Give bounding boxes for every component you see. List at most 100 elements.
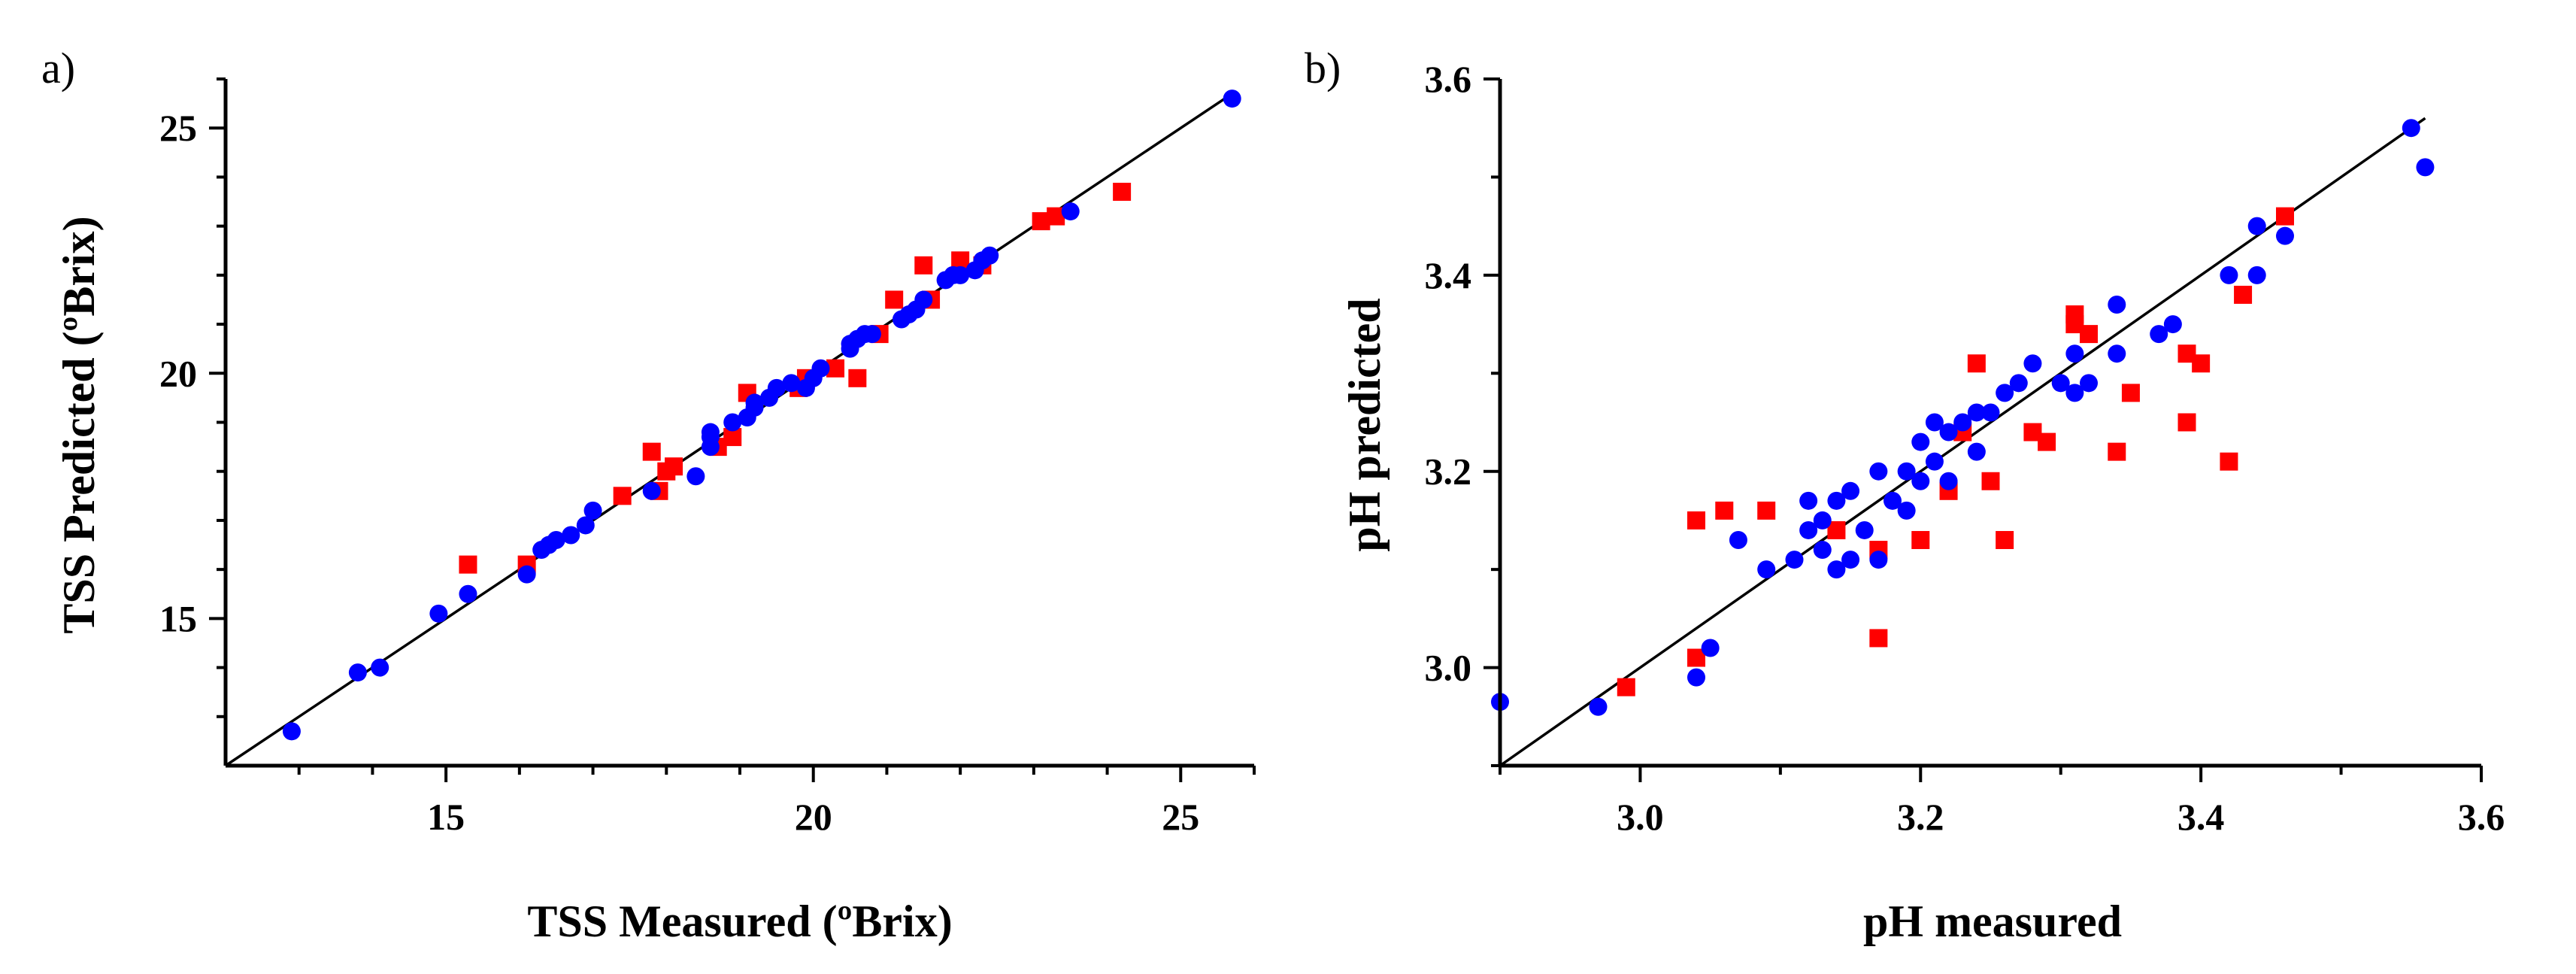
panel-b-calibration-point <box>1911 432 1930 451</box>
panel-a-validation-point <box>848 369 867 387</box>
panel-b-label: b) <box>1305 44 1341 93</box>
panel-a-calibration-point <box>980 246 999 265</box>
panel-b-validation-point <box>1687 511 1705 529</box>
panel-a-x-axis-title: TSS Measured (ºBrix) <box>527 897 952 946</box>
panel-a-calibration-point <box>547 531 565 550</box>
panel-b-y-tick-label: 3.0 <box>1425 647 1472 689</box>
panel-b-calibration-point <box>1827 491 1846 510</box>
panel-b-validation-point <box>1981 472 2000 490</box>
panel-a-y-tick-label: 20 <box>159 352 197 394</box>
panel-b-calibration-point <box>1589 697 1608 716</box>
panel-b-validation-point <box>2192 354 2211 373</box>
panel-a-validation-point <box>885 290 904 309</box>
panel-b-calibration-point <box>2247 217 2266 235</box>
panel-b-reference-line <box>1499 117 2426 767</box>
panel-b-validation-point <box>2080 325 2098 344</box>
panel-b-calibration-point <box>1855 520 1874 539</box>
panel-a-calibration-point <box>914 290 933 309</box>
panel-b-calibration-point <box>2065 384 2084 402</box>
panel-b-calibration-point <box>2065 344 2084 363</box>
panel-b-validation-point <box>2276 207 2294 226</box>
panel-a-calibration-point <box>371 658 389 677</box>
panel-a-calibration-point <box>562 526 580 545</box>
panel-b-validation-point <box>2038 432 2056 451</box>
panel-b-calibration-point <box>1953 413 1972 432</box>
panel-b-y-tick-label: 3.6 <box>1425 58 1472 100</box>
panel-b-y-axis-title: pH predicted <box>1340 298 1390 551</box>
panel-b-x-tick-label: 3.2 <box>1897 796 1944 838</box>
panel-b-validation-point <box>2177 413 2196 432</box>
panel-b-calibration-point <box>2220 265 2238 284</box>
panel-a-y-axis-title: TSS Predicted (ºBrix) <box>54 216 104 633</box>
panel-b-calibration-point <box>2276 226 2294 245</box>
panel-a-label: a) <box>41 44 75 93</box>
panel-b-calibration-point <box>1813 511 1832 529</box>
panel-b-plot-area <box>1491 117 2435 767</box>
panel-b-calibration-point <box>1925 452 1944 471</box>
panel-b-calibration-point <box>2402 119 2420 138</box>
panel-b-calibration-point <box>1813 541 1832 560</box>
panel-a-calibration-point <box>459 584 477 603</box>
panel-b-calibration-point <box>1996 384 2014 402</box>
panel-b-calibration-point <box>1897 462 1916 481</box>
panel-b-calibration-point <box>1967 442 1986 461</box>
panel-b-calibration-point <box>1757 560 1776 579</box>
panel-a-calibration-point <box>282 722 301 741</box>
panel-b-calibration-point <box>1869 551 1888 569</box>
panel-b-y-tick-label: 3.4 <box>1425 254 1472 296</box>
panel-b-calibration-point <box>1729 531 1747 550</box>
panel-b-calibration-point <box>1785 551 1804 569</box>
panel-a-validation-point <box>665 457 683 476</box>
panel-a-calibration-point <box>723 413 742 432</box>
panel-b-ticks: 3.0 3.2 3.4 3.6 3.0 3.2 3.4 3.6 <box>1425 58 2505 838</box>
panel-b-calibration-point <box>1799 520 1818 539</box>
panel-b-ph-chart: b) 3.0 3.2 3.4 3.63.03.23.43.6 pH measured … <box>1305 44 2505 946</box>
panel-a-calibration-point <box>517 565 536 584</box>
panel-b-calibration-point <box>2247 265 2266 284</box>
panel-b-calibration-point <box>1884 491 1902 510</box>
panel-a-calibration-point <box>348 663 367 682</box>
panel-a-calibration-point <box>811 359 830 378</box>
panel-b-calibration-point <box>2023 354 2042 373</box>
panel-b-calibration-point <box>2108 344 2126 363</box>
panel-b-validation-point <box>1967 354 1986 373</box>
panel-b-x-axis-title: pH measured <box>1863 897 2122 946</box>
panel-b-validation-point <box>2121 384 2140 402</box>
panel-b-calibration-point <box>2416 158 2435 177</box>
panel-b-calibration-point <box>2163 315 2182 334</box>
panel-b-calibration-point <box>1967 403 1986 422</box>
panel-b-calibration-point <box>1841 481 1860 500</box>
panel-b-calibration-point <box>1827 560 1846 579</box>
panel-b-validation-point <box>1715 501 1734 520</box>
panel-a-calibration-point <box>429 604 448 623</box>
panel-a-x-tick-label: 15 <box>427 796 465 838</box>
panel-a-plot-area <box>225 90 1241 767</box>
panel-b-calibration-point <box>2051 374 2070 393</box>
panel-b-validation-point <box>1617 678 1635 696</box>
panel-a-y-tick-label: 25 <box>159 107 197 149</box>
panel-b-x-tick-label: 3.4 <box>2177 796 2225 838</box>
panel-b-validation-point <box>1757 501 1776 520</box>
panel-a-calibration-point <box>576 516 595 535</box>
panel-a-calibration-point <box>1061 202 1080 221</box>
panel-a-calibration-point <box>686 467 705 486</box>
panel-b-validation-point <box>2065 305 2084 324</box>
panel-a-ticks: 15 20 25 15 20 25 <box>159 77 1256 838</box>
panel-a-calibration-point <box>782 374 801 393</box>
panel-b-calibration-point <box>1869 462 1888 481</box>
panel-a-x-tick-label: 25 <box>1162 796 1199 838</box>
panel-b-calibration-point <box>2150 325 2168 344</box>
panel-a-calibration-point <box>951 265 970 284</box>
panel-b-calibration-point <box>1799 491 1818 510</box>
panel-a-y-tick-label: 15 <box>159 597 197 639</box>
panel-b-calibration-point <box>1701 639 1720 657</box>
panel-a-validation-point <box>914 256 933 275</box>
panel-a-validation-point <box>642 442 661 461</box>
panel-b-calibration-point <box>1939 472 1958 490</box>
panel-b-calibration-point <box>2009 374 2028 393</box>
panel-a-calibration-point <box>745 393 764 412</box>
panel-a-validation-point <box>613 487 632 505</box>
panel-a-validation-point <box>459 555 477 574</box>
panel-b-validation-point <box>2220 452 2238 471</box>
